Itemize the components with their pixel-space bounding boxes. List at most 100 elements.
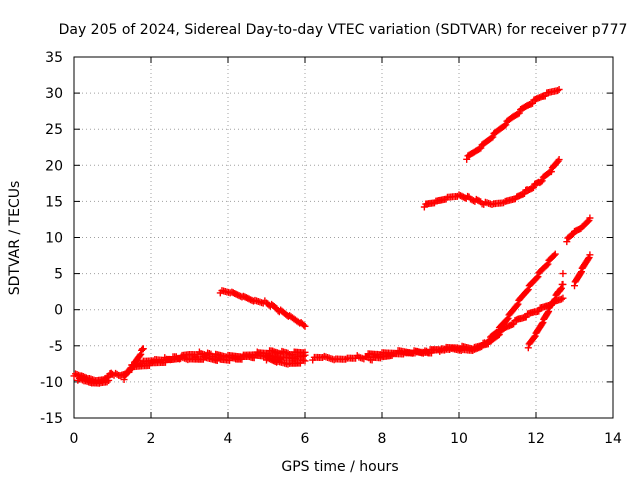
data-point — [301, 357, 309, 365]
data-point — [555, 85, 563, 93]
chart-title: Day 205 of 2024, Sidereal Day-to-day VTE… — [59, 22, 628, 38]
data-point — [543, 261, 551, 269]
y-tick-label: 5 — [54, 267, 63, 283]
data-point — [559, 294, 567, 302]
data-point — [535, 307, 543, 315]
series-track-h — [363, 294, 567, 360]
plot-frame — [73, 56, 614, 419]
data-point — [488, 134, 496, 142]
data-point — [539, 319, 547, 327]
data-point — [515, 109, 523, 117]
data-point — [586, 251, 594, 259]
data-point — [222, 353, 230, 361]
data-point — [538, 320, 546, 328]
x-tick-label: 12 — [527, 431, 545, 447]
data-point — [544, 260, 552, 268]
data-point — [563, 238, 571, 246]
data-point — [113, 370, 121, 378]
data-point — [503, 315, 511, 323]
y-tick-label: 25 — [45, 122, 63, 138]
data-point — [586, 214, 594, 222]
x-tick-label: 10 — [450, 431, 468, 447]
x-tick-label: 8 — [378, 431, 387, 447]
data-point — [300, 321, 308, 329]
data-point — [504, 314, 512, 322]
data-point — [522, 313, 530, 321]
data-point — [537, 178, 545, 186]
data-point — [78, 376, 86, 384]
data-point — [299, 356, 307, 364]
data-point — [514, 110, 522, 118]
x-tick-label: 6 — [301, 431, 310, 447]
data-point — [501, 122, 509, 130]
x-tick-labels: 0 2 4 6 8 10 12 14 — [70, 431, 622, 447]
data-point — [584, 255, 592, 263]
data-point — [557, 284, 565, 292]
data-point — [342, 355, 350, 363]
y-tick-label: -10 — [40, 375, 63, 391]
data-point — [520, 190, 528, 198]
x-tick-label: 2 — [147, 431, 156, 447]
data-point — [139, 345, 147, 353]
data-point — [547, 168, 555, 176]
data-point — [538, 177, 546, 185]
data-point — [502, 121, 510, 129]
x-tick-label: 4 — [224, 431, 233, 447]
data-point — [513, 301, 521, 309]
data-points — [70, 85, 594, 387]
data-point — [523, 287, 531, 295]
data-point — [138, 346, 146, 354]
data-point — [463, 155, 471, 163]
data-point — [557, 285, 565, 293]
data-point — [524, 286, 532, 294]
data-point — [514, 300, 522, 308]
x-tick-label: 14 — [604, 431, 622, 447]
data-point — [529, 99, 536, 107]
data-point — [554, 157, 562, 165]
series-track-f — [216, 287, 309, 330]
series-track-l — [563, 214, 594, 246]
data-point — [136, 351, 144, 359]
y-tick-labels: -15 -10 -5 0 5 10 15 20 25 30 35 — [40, 50, 63, 427]
data-point — [510, 320, 518, 328]
data-point — [103, 378, 111, 386]
data-point — [530, 333, 538, 341]
y-tick-label: 0 — [54, 303, 63, 319]
data-point — [541, 92, 549, 100]
data-point — [533, 274, 541, 282]
series-track-m — [420, 156, 563, 211]
series-track-i — [524, 280, 567, 352]
series-track-b — [74, 374, 113, 387]
data-point — [488, 200, 496, 208]
data-point — [120, 376, 128, 384]
y-axis-label: SDTVAR / TECUs — [7, 181, 23, 296]
data-point — [559, 270, 567, 278]
data-point — [301, 322, 309, 330]
data-point — [105, 376, 113, 384]
x-tick-label: 0 — [70, 431, 79, 447]
data-point — [555, 156, 563, 164]
series-track-d — [128, 347, 309, 373]
y-tick-label: -15 — [40, 411, 63, 427]
data-point — [284, 349, 292, 357]
data-point — [551, 250, 559, 258]
data-point — [558, 295, 566, 303]
data-point — [550, 296, 558, 304]
data-point — [489, 133, 497, 141]
x-axis-label: GPS time / hours — [281, 459, 398, 475]
series-track-n — [463, 85, 563, 163]
data-point — [284, 360, 292, 368]
data-point — [495, 331, 503, 339]
series-track-k — [571, 251, 594, 290]
data-point — [529, 184, 537, 192]
data-point — [550, 251, 558, 259]
data-point — [137, 350, 145, 358]
y-tick-label: -5 — [49, 339, 63, 355]
y-tick-label: 15 — [45, 194, 63, 210]
data-point — [524, 344, 532, 352]
data-point — [551, 295, 559, 303]
data-point — [301, 348, 309, 356]
data-point — [554, 87, 562, 95]
data-point — [253, 348, 261, 356]
data-point — [477, 144, 485, 152]
